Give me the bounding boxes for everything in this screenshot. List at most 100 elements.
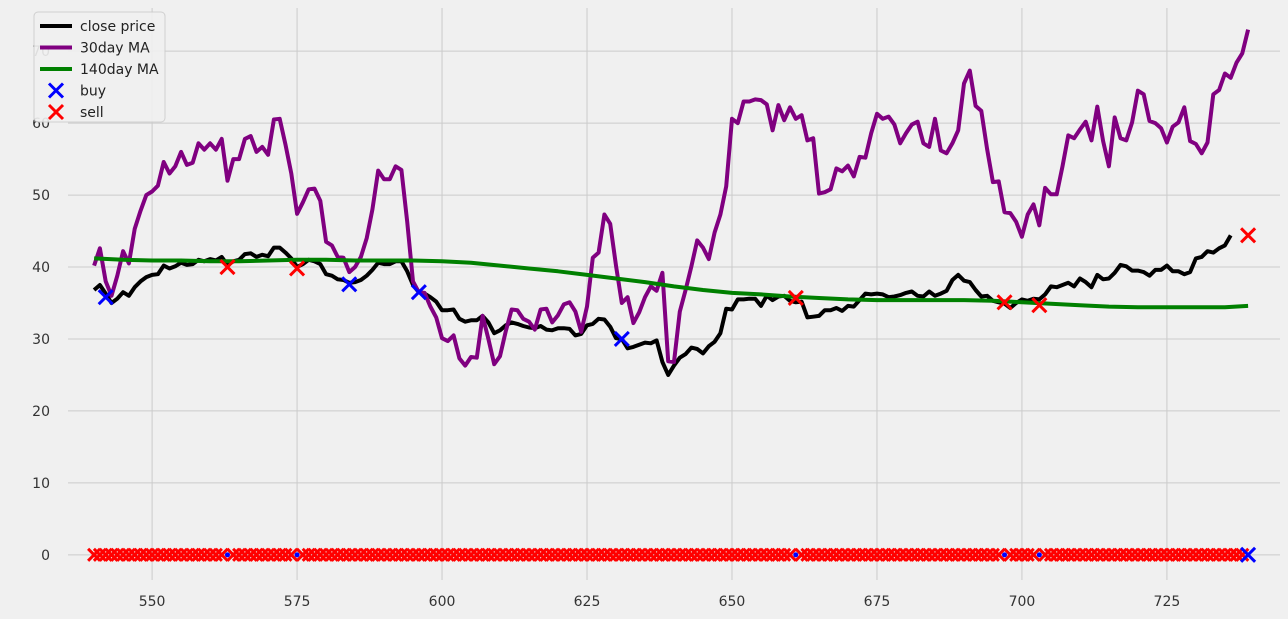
sell-marker-zero: [620, 547, 635, 562]
legend-swatch-x: [47, 82, 65, 99]
sell-marker-zero: [139, 547, 154, 562]
signal-markers: [87, 227, 1257, 563]
sell-marker-zero: [1165, 547, 1180, 562]
sell-marker-zero: [237, 547, 252, 562]
sell-marker-zero: [661, 547, 676, 562]
sell-marker-zero: [1090, 547, 1105, 562]
sell-marker-zero: [759, 547, 774, 562]
sell-marker-zero: [1159, 547, 1174, 562]
sell-marker-zero: [145, 547, 160, 562]
x-tick-label: 550: [139, 594, 166, 610]
sell-marker-zero: [649, 547, 664, 562]
sell-marker-zero: [1136, 547, 1151, 562]
sell-marker-zero: [156, 547, 171, 562]
sell-marker-zero: [881, 547, 896, 562]
sell-marker-zero: [1177, 547, 1192, 562]
sell-marker-zero: [829, 547, 844, 562]
sell-marker-zero: [1096, 547, 1111, 562]
buy-dot-zero: [224, 552, 230, 558]
sell-marker-zero: [655, 547, 670, 562]
sell-marker-zero: [405, 547, 421, 562]
sell-marker-zero: [1067, 547, 1082, 562]
sell-marker-zero: [864, 547, 879, 562]
sell-marker-zero: [1026, 547, 1041, 562]
sell-marker-zero: [1194, 547, 1209, 562]
sell-marker-zero: [643, 547, 658, 562]
sell-marker-zero: [748, 547, 763, 562]
sell-marker-zero: [637, 547, 653, 562]
sell-marker-zero: [695, 547, 711, 562]
sell-marker-zero: [324, 547, 339, 562]
sell-marker-zero: [203, 547, 218, 562]
sell-marker-zero: [887, 547, 902, 562]
buy-marker: [1240, 546, 1257, 563]
sell-marker-zero: [1038, 547, 1053, 562]
sell-marker-zero: [626, 547, 641, 562]
sell-marker-zero: [1200, 547, 1215, 562]
legend-label: sell: [80, 105, 104, 121]
sell-marker-zero: [974, 547, 989, 562]
sell-marker-zero: [411, 547, 426, 562]
sell-marker-zero: [1020, 547, 1035, 562]
sell-marker-zero: [852, 547, 867, 562]
sell-marker-zero: [922, 547, 937, 562]
sell-marker-zero: [875, 547, 890, 562]
sell-marker-zero: [452, 547, 467, 562]
x-tick-label: 675: [864, 594, 891, 610]
sell-marker: [1240, 227, 1257, 244]
sell-marker-zero: [208, 547, 223, 562]
sell-marker-zero: [678, 547, 693, 562]
sell-marker-zero: [371, 547, 386, 562]
sell-marker-zero: [1061, 547, 1076, 562]
ma140-line: [94, 256, 1249, 310]
sell-marker-zero: [1107, 547, 1122, 562]
sell-marker-zero: [632, 547, 647, 562]
sell-marker-zero: [463, 547, 479, 562]
sell-marker-zero: [1014, 547, 1030, 562]
sell-marker-zero: [249, 547, 264, 562]
sell-marker-zero: [985, 547, 1001, 562]
y-tick-label: 10: [32, 476, 50, 492]
sell-marker-zero: [1212, 547, 1227, 562]
sell-marker-zero: [1078, 547, 1093, 562]
sell-marker-zero: [92, 547, 107, 562]
legend-label: 140day MA: [80, 62, 159, 78]
sell-marker-zero: [295, 547, 310, 562]
sell-marker-zero: [724, 547, 740, 562]
legend: close price 30day MA 140day MA buy sell: [33, 11, 166, 123]
sell-marker-zero: [1113, 547, 1128, 562]
sell-marker-zero: [104, 547, 119, 562]
sell-marker-zero: [1130, 547, 1145, 562]
sell-marker-zero: [904, 547, 919, 562]
sell-marker: [219, 258, 236, 276]
sell-marker-zero: [487, 547, 502, 562]
sell-marker-zero: [174, 547, 189, 562]
buy-marker: [97, 289, 114, 306]
sell-marker-zero: [481, 547, 496, 562]
sell-marker-zero: [110, 547, 125, 562]
sell-marker-zero: [1223, 547, 1238, 562]
sell-marker-zero: [835, 547, 850, 562]
sell-marker-zero: [1171, 547, 1186, 562]
sell-marker-zero: [579, 547, 595, 562]
sell-marker-zero: [498, 547, 513, 562]
sell-marker-zero: [197, 547, 212, 562]
sell-marker-zero: [806, 547, 821, 562]
sell-marker-zero: [1217, 547, 1232, 562]
y-tick-label: 0: [41, 548, 50, 564]
legend-label: buy: [80, 84, 106, 100]
sell-marker: [289, 260, 306, 277]
sell-marker-zero: [359, 547, 374, 562]
sell-marker-zero: [388, 547, 403, 562]
sell-marker-zero: [951, 547, 966, 562]
sell-marker-zero: [510, 547, 525, 562]
close-line: [92, 234, 1233, 377]
legend-box: [33, 11, 166, 123]
sell-marker-zero: [846, 547, 861, 562]
sell-marker-zero: [591, 547, 606, 562]
sell-marker-zero: [475, 547, 490, 562]
sell-marker-zero: [232, 547, 247, 562]
